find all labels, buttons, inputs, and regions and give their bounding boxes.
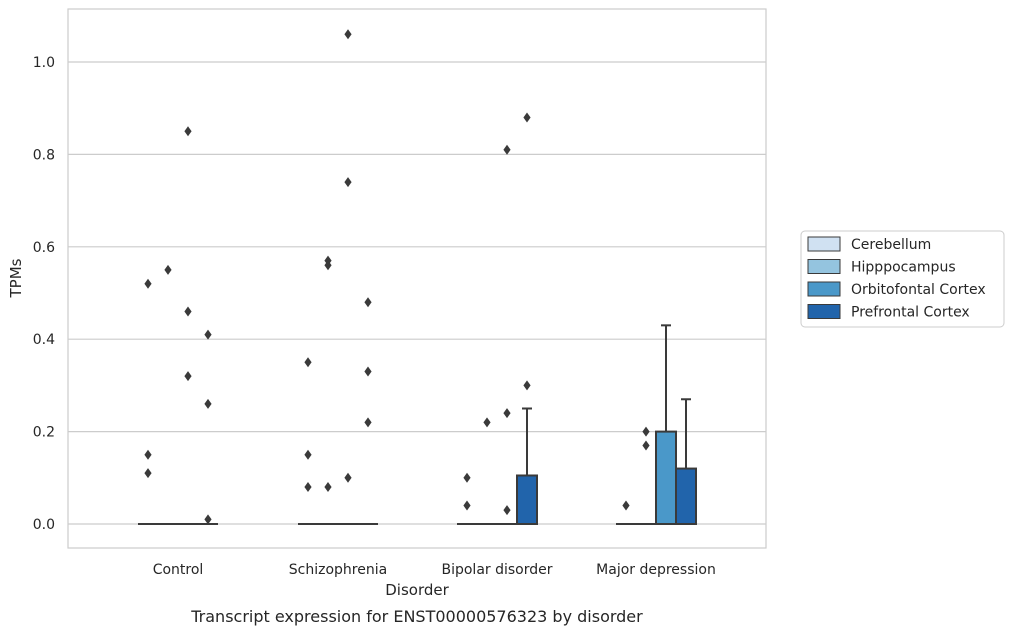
y-axis-ticks: 0.0 0.2 0.4 0.6 0.8 1.0 bbox=[33, 55, 55, 533]
outlier-point bbox=[344, 472, 352, 483]
outlier-point bbox=[642, 440, 650, 451]
box bbox=[516, 474, 538, 525]
outlier-point bbox=[144, 449, 152, 460]
outlier-point bbox=[304, 357, 312, 368]
outlier-point bbox=[344, 177, 352, 188]
outlier-point bbox=[364, 366, 372, 377]
outlier-point bbox=[523, 380, 531, 391]
outlier-point bbox=[364, 297, 372, 308]
y-tick-label: 0.0 bbox=[33, 517, 55, 533]
y-tick-label: 0.8 bbox=[33, 147, 55, 163]
outlier-point bbox=[344, 29, 352, 40]
y-tick-label: 0.4 bbox=[33, 332, 55, 348]
x-tick-label: Major depression bbox=[596, 562, 716, 578]
outlier-point bbox=[184, 126, 192, 137]
legend-swatch bbox=[807, 259, 841, 274]
legend: Cerebellum Hipppocampus Orbitofontal Corte… bbox=[800, 230, 1005, 328]
y-tick-label: 1.0 bbox=[33, 55, 55, 71]
y-axis-label: TPMs bbox=[7, 258, 25, 298]
x-tick-label: Control bbox=[153, 562, 204, 578]
legend-label: Cerebellum bbox=[851, 237, 931, 253]
x-tick-label: Schizophrenia bbox=[289, 562, 387, 578]
box-series bbox=[138, 324, 697, 526]
outlier-point bbox=[642, 426, 650, 437]
outlier-point bbox=[204, 329, 212, 340]
outlier-point bbox=[144, 278, 152, 289]
outlier-points bbox=[144, 29, 650, 525]
outlier-point bbox=[164, 264, 172, 275]
outlier-point bbox=[144, 468, 152, 479]
plot-area-frame bbox=[67, 8, 767, 549]
legend-frame bbox=[800, 230, 1005, 328]
figure-caption: Transcript expression for ENST0000057632… bbox=[190, 607, 643, 626]
x-axis-label: Disorder bbox=[385, 581, 449, 599]
outlier-point bbox=[204, 398, 212, 409]
outlier-point bbox=[503, 144, 511, 155]
x-axis-ticks: Control Schizophrenia Bipolar disorder Majo… bbox=[153, 562, 716, 578]
y-tick-label: 0.6 bbox=[33, 240, 55, 256]
box bbox=[675, 467, 697, 525]
outlier-point bbox=[324, 260, 332, 271]
outlier-point bbox=[463, 500, 471, 511]
y-tick-label: 0.2 bbox=[33, 425, 55, 441]
box bbox=[655, 430, 677, 526]
legend-label: Prefrontal Cortex bbox=[851, 305, 970, 321]
x-tick-label: Bipolar disorder bbox=[441, 562, 552, 578]
legend-swatch bbox=[807, 236, 841, 252]
legend-label: Hipppocampus bbox=[851, 260, 956, 276]
outlier-point bbox=[463, 472, 471, 483]
legend-swatch bbox=[807, 281, 841, 297]
outlier-point bbox=[324, 482, 332, 493]
outlier-point bbox=[622, 500, 630, 511]
outlier-point bbox=[184, 306, 192, 317]
outlier-point bbox=[483, 417, 491, 428]
outlier-point bbox=[304, 482, 312, 493]
outlier-point bbox=[503, 408, 511, 419]
outlier-point bbox=[184, 371, 192, 382]
outlier-point bbox=[304, 449, 312, 460]
outlier-point bbox=[204, 514, 212, 525]
outlier-point bbox=[503, 505, 511, 516]
legend-swatch bbox=[807, 304, 841, 319]
outlier-point bbox=[364, 417, 372, 428]
outlier-point bbox=[523, 112, 531, 123]
legend-label: Orbitofontal Cortex bbox=[851, 282, 986, 298]
